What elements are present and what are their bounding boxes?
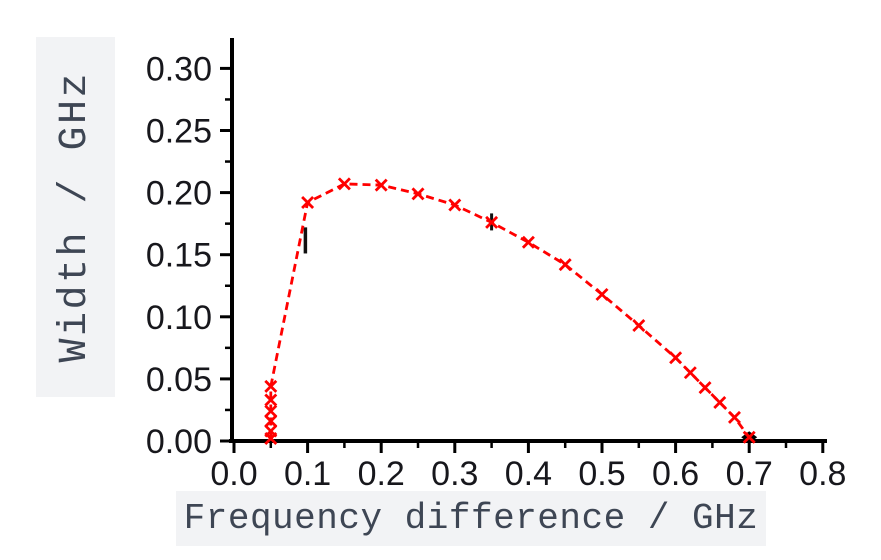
y-tick-label: 0.10 [146, 299, 212, 337]
data-point-marker [411, 187, 425, 201]
data-point-marker [521, 235, 535, 249]
data-point-marker [558, 258, 572, 272]
x-tick-label: 0.3 [431, 455, 478, 493]
x-tick-label: 0.0 [210, 455, 257, 493]
y-tick-label: 0.30 [146, 50, 212, 88]
data-point-marker [374, 178, 388, 192]
data-point-marker [698, 381, 712, 395]
data-point-marker [264, 404, 278, 418]
series-line [269, 182, 751, 439]
y-tick-label: 0.15 [146, 237, 212, 275]
data-point-marker [669, 351, 683, 365]
x-tick-label: 0.7 [726, 455, 773, 493]
x-tick-label: 0.6 [652, 455, 699, 493]
x-tick-label: 0.8 [799, 455, 846, 493]
data-point-marker [448, 198, 462, 212]
data-point-marker [713, 396, 727, 409]
x-tick-label: 0.4 [505, 455, 552, 493]
y-tick-label: 0.25 [146, 113, 212, 151]
data-point-marker [485, 215, 499, 229]
x-axis-title: Frequency difference / GHz [183, 498, 759, 539]
y-tick-label: 0.20 [146, 175, 212, 213]
x-axis-title-strip: Frequency difference / GHz [176, 491, 766, 546]
data-point-marker [595, 287, 609, 301]
data-point-marker [264, 393, 278, 407]
y-tick-label: 0.05 [146, 361, 212, 399]
data-point-marker [301, 196, 315, 210]
data-point-marker [264, 379, 278, 393]
y-tick-label: 0.00 [146, 423, 212, 461]
x-tick-label: 0.2 [358, 455, 405, 493]
data-point-marker [742, 430, 756, 444]
data-point-marker [727, 410, 741, 424]
data-point-marker [683, 366, 697, 380]
y-axis-title-strip: Width / GHz [36, 37, 115, 397]
data-point-marker [337, 177, 351, 191]
x-tick-label: 0.1 [284, 455, 331, 493]
x-tick-label: 0.5 [578, 455, 625, 493]
data-point-marker [632, 319, 646, 332]
data-point-marker [264, 414, 278, 428]
data-point-marker [264, 424, 278, 438]
